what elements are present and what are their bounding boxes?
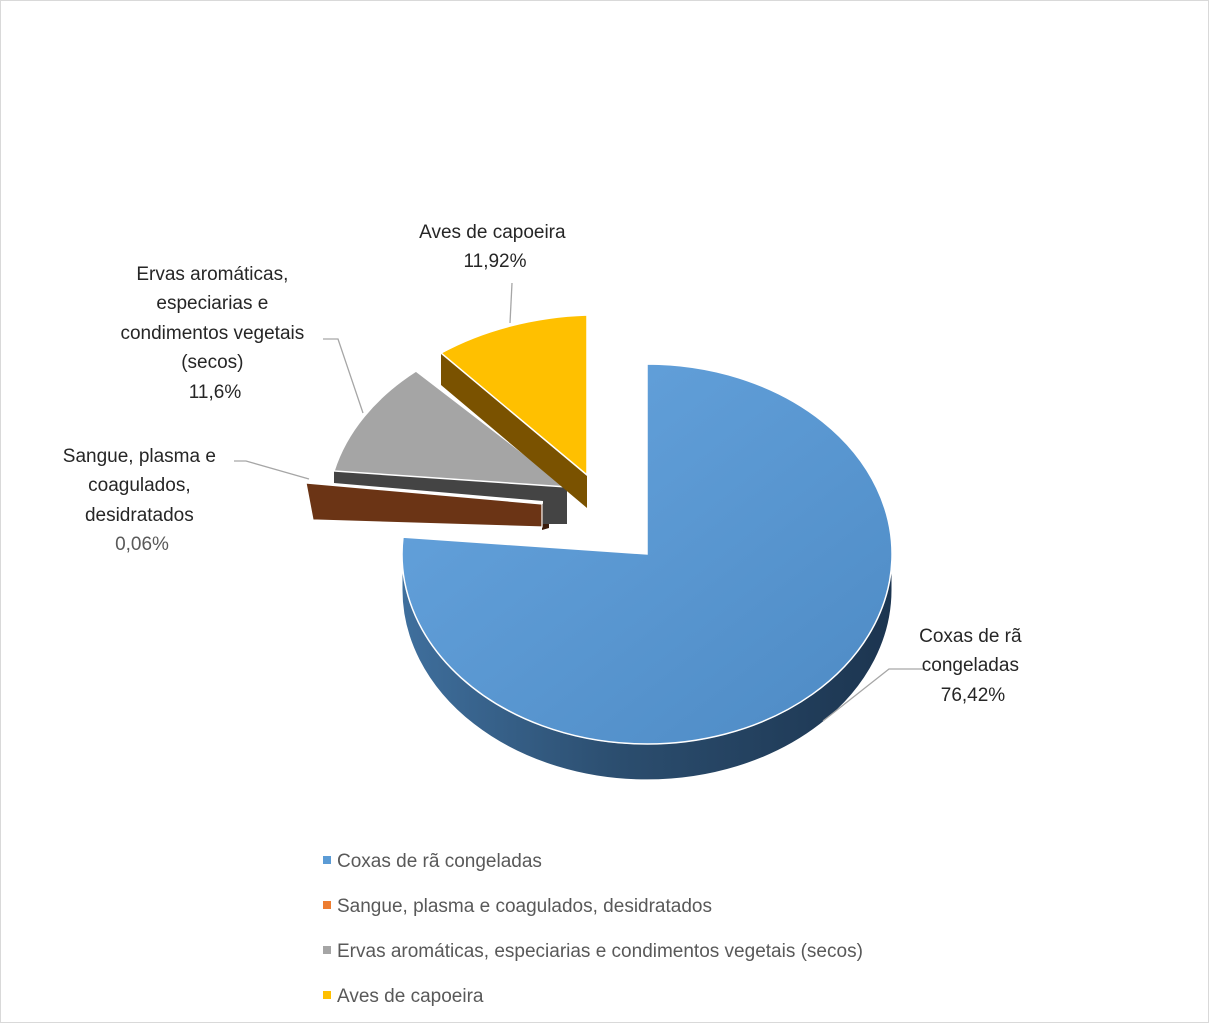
legend-item[interactable]: Sangue, plasma e coagulados, desidratado…: [323, 892, 863, 921]
leader-line-ervas: [323, 338, 364, 414]
slice-aves-de-capoeira[interactable]: [439, 314, 588, 508]
legend: Coxas de rã congeladas Sangue, plasma e …: [323, 847, 863, 1011]
slice-ervas-side: [334, 471, 567, 524]
slice-aves-side: [441, 353, 587, 508]
leader-line-sangue: [234, 460, 310, 480]
legend-swatch: [323, 945, 331, 954]
data-label-aves: Aves de capoeira 11,92%: [419, 222, 571, 272]
legend-item[interactable]: Aves de capoeira: [323, 982, 863, 1011]
legend-label: Sangue, plasma e coagulados, desidratado…: [337, 896, 712, 917]
legend-swatch: [323, 990, 331, 999]
data-label-sangue: Sangue, plasma e coagulados, desidratado…: [63, 446, 221, 555]
slice-ervas-top: [332, 370, 570, 488]
legend-swatch: [323, 900, 331, 909]
leader-line-aves: [509, 282, 513, 324]
data-label-coxas: Coxas de rã congeladas 76,42%: [919, 626, 1027, 706]
leader-line-coxas: [822, 668, 925, 722]
slice-sangue-top: [305, 482, 543, 528]
slice-aves-top: [439, 314, 588, 477]
legend-item[interactable]: Coxas de rã congeladas: [323, 847, 863, 876]
legend-label: Ervas aromáticas, especiarias e condimen…: [337, 941, 863, 962]
legend-label: Coxas de rã congeladas: [337, 851, 542, 872]
legend-item[interactable]: Ervas aromáticas, especiarias e condimen…: [323, 937, 863, 966]
slice-coxas-top: [401, 363, 893, 745]
slice-ervas-aromaticas[interactable]: [332, 370, 570, 524]
legend-label: Aves de capoeira: [337, 986, 484, 1007]
legend-swatch: [323, 855, 331, 864]
slice-coxas-de-ra-congeladas[interactable]: [401, 363, 893, 781]
data-label-ervas: Ervas aromáticas, especiarias e condimen…: [120, 264, 309, 403]
